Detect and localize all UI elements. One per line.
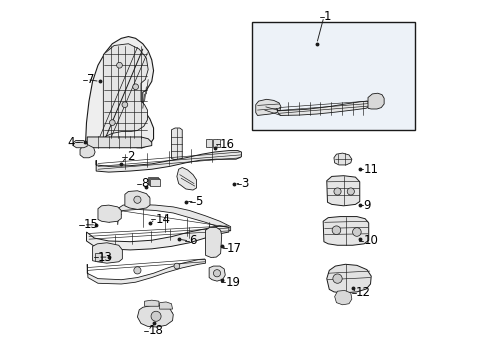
Polygon shape <box>74 140 87 148</box>
Polygon shape <box>368 93 384 109</box>
Polygon shape <box>96 150 242 172</box>
Bar <box>149 178 159 185</box>
Polygon shape <box>98 205 122 222</box>
Text: 19: 19 <box>225 276 240 289</box>
Circle shape <box>134 196 141 203</box>
Text: 13: 13 <box>98 251 113 264</box>
Polygon shape <box>87 260 205 284</box>
Bar <box>205 139 212 147</box>
Polygon shape <box>327 264 371 293</box>
Text: 1: 1 <box>324 10 331 23</box>
Polygon shape <box>334 153 352 165</box>
Text: 2: 2 <box>126 150 134 163</box>
Circle shape <box>214 270 220 277</box>
Text: 8: 8 <box>141 177 148 190</box>
Polygon shape <box>87 137 152 148</box>
Polygon shape <box>118 204 231 231</box>
Polygon shape <box>93 243 122 263</box>
Circle shape <box>133 84 139 90</box>
Circle shape <box>353 228 361 236</box>
Polygon shape <box>160 302 172 309</box>
Circle shape <box>134 267 141 274</box>
Polygon shape <box>335 291 352 305</box>
Bar <box>252 22 416 130</box>
Polygon shape <box>323 217 368 245</box>
Text: 11: 11 <box>364 163 378 176</box>
Text: 16: 16 <box>220 138 235 150</box>
Text: 9: 9 <box>364 199 371 212</box>
Circle shape <box>151 311 161 321</box>
Text: 7: 7 <box>87 73 95 86</box>
Polygon shape <box>209 266 225 281</box>
Text: 12: 12 <box>356 287 371 300</box>
Polygon shape <box>87 226 229 250</box>
Polygon shape <box>137 306 173 327</box>
Polygon shape <box>327 176 360 206</box>
Text: 10: 10 <box>364 234 378 247</box>
Text: 6: 6 <box>190 234 197 247</box>
Bar <box>95 253 102 261</box>
Polygon shape <box>125 191 150 210</box>
Bar <box>150 179 160 186</box>
Circle shape <box>117 62 122 68</box>
Polygon shape <box>103 44 148 139</box>
Circle shape <box>333 274 342 283</box>
Circle shape <box>122 102 128 108</box>
Bar <box>214 139 220 147</box>
Bar <box>148 177 158 184</box>
Circle shape <box>347 188 354 195</box>
Text: 4: 4 <box>67 136 74 149</box>
Text: 18: 18 <box>148 324 163 337</box>
Circle shape <box>174 263 180 269</box>
Text: 17: 17 <box>227 242 242 255</box>
Text: 15: 15 <box>84 218 98 231</box>
Text: 14: 14 <box>155 213 171 226</box>
Polygon shape <box>145 300 159 306</box>
Circle shape <box>109 120 115 126</box>
Polygon shape <box>80 144 95 158</box>
Polygon shape <box>177 167 196 190</box>
Circle shape <box>334 188 341 195</box>
Text: 5: 5 <box>195 195 202 208</box>
Polygon shape <box>205 227 221 257</box>
Circle shape <box>332 226 341 234</box>
Text: 3: 3 <box>242 177 249 190</box>
Polygon shape <box>85 37 153 148</box>
Polygon shape <box>276 101 368 116</box>
Polygon shape <box>256 99 281 116</box>
Polygon shape <box>172 128 182 160</box>
